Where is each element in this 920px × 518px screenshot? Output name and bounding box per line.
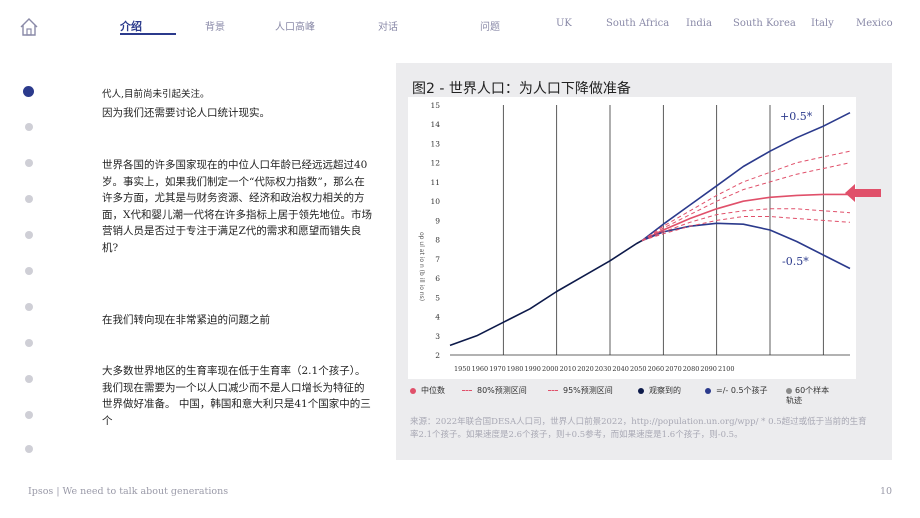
series-line [641,216,851,242]
y-tick-label: 15 [430,101,440,110]
legend-label: 60个样本轨迹 [786,386,830,405]
legend-circle-icon [410,387,416,394]
y-tick-label: 4 [435,313,440,322]
x-tick-label: 2040 [612,365,629,373]
series-line [641,222,851,270]
nav-tab-dialogue[interactable]: 对话 [378,22,398,33]
timeline-dot-active[interactable] [23,86,34,97]
timeline-dot[interactable] [25,445,33,453]
population-chart: 2 3 4 5 6 7 8 9 10 11 12 13 14 15 1950 1960 1970 1980 1990… [418,101,851,373]
annotation-minus: -0.5* [782,255,809,268]
nav-tab-background[interactable]: 背景 [205,22,225,33]
scroll-timeline [23,86,34,453]
nav-tab-india[interactable]: India [686,18,712,29]
y-tick-label: 7 [435,255,440,264]
x-tick-label: 1970 [489,365,506,373]
legend-circle-icon [705,387,711,394]
nav-tab-uk[interactable]: UK [556,18,572,29]
chart-area: 2 3 4 5 6 7 8 9 10 11 12 13 14 15 1950 1960 1970 1980 1990… [408,97,856,379]
y-tick-label: 14 [430,120,440,129]
timeline-dot[interactable] [25,375,33,383]
legend-median: 中位数 [410,385,445,396]
arrow-left-icon [845,184,881,202]
y-tick-label: 6 [435,274,440,283]
y-tick-label: 3 [435,332,440,341]
home-icon[interactable] [18,16,40,38]
legend-circle-icon [786,387,792,394]
x-tick-label: 2100 [718,365,735,373]
y-axis-label: op ul at io n (b ill io ns) [418,232,425,301]
timeline-dot[interactable] [25,267,33,275]
legend-plus-minus: =/- 0.5个孩子 [705,385,768,396]
legend-95-interval: 95%预测区间 [548,385,613,396]
timeline-dot[interactable] [25,339,33,347]
x-tick-label: 2000 [542,365,559,373]
x-tick-label: 2090 [700,365,717,373]
x-tick-label: 1980 [507,365,524,373]
nav-tab-questions[interactable]: 问题 [480,22,500,33]
y-tick-label: 9 [435,216,440,225]
footer-text: Ipsos | We need to talk about generation… [28,486,229,497]
x-tick-label: 2080 [683,365,700,373]
text-paragraph-1a: 代人,目前尚未引起关注。 [102,89,210,100]
timeline-dot[interactable] [25,231,33,239]
legend-label: 80%预测区间 [477,386,527,395]
nav-tab-population-peak[interactable]: 人口高峰 [275,22,315,33]
legend-label: 观察到的 [649,386,681,395]
text-paragraph-4: 大多数世界地区的生育率现在低于生育率（2.1个孩子）。我们现在需要为一个以人口减… [102,365,371,427]
legend-label: =/- 0.5个孩子 [716,386,768,395]
active-tab-indicator [120,33,176,35]
chart-title: 图2 - 世界人口：为人口下降做准备 [412,81,631,97]
x-tick-label: 1960 [472,365,489,373]
chart-source-note: 来源：2022年联合国DESA人口司，世界人口前景2022，http://pop… [410,417,867,440]
nav-tab-mexico[interactable]: Mexico [856,18,893,29]
timeline-dot[interactable] [25,303,33,311]
nav-tab-south-korea[interactable]: South Korea [733,18,796,29]
timeline-dot[interactable] [25,159,33,167]
page-number: 10 [880,486,893,497]
nav-tab-south-africa[interactable]: South Africa [606,18,670,29]
legend-circle-icon [638,387,644,394]
series-line [449,239,643,347]
series-line [641,208,851,242]
top-navigation: 介绍 背景 人口高峰 对话 问题 UK South Africa India S… [0,0,920,48]
text-paragraph-2: 世界各国的许多国家现在的中位人口年龄已经远远超过40岁。事实上，如果我们制定一个… [102,159,372,254]
x-tick-label: 2020 [577,365,594,373]
series-line [641,150,851,242]
x-tick-label: 2030 [595,365,612,373]
y-tick-label: 13 [430,139,440,148]
y-tick-label: 8 [435,236,440,245]
timeline-dot[interactable] [25,195,33,203]
x-tick-label: 2050 [630,365,647,373]
legend-sample-trajectories: 60个样本轨迹 [786,386,836,406]
x-tick-label: 2060 [648,365,665,373]
x-tick-label: 1990 [524,365,541,373]
x-tick-label: 2070 [665,365,682,373]
legend-dash-icon [462,390,472,391]
text-paragraph-3: 在我们转向现在非常紧迫的问题之前 [102,314,270,326]
y-tick-label: 2 [435,351,440,360]
legend-dash-icon [548,390,558,391]
series-line [641,162,851,242]
nav-tab-intro[interactable]: 介绍 [120,20,142,33]
series-line [641,111,851,242]
timeline-dot[interactable] [25,123,33,131]
legend-label: 95%预测区间 [563,386,613,395]
y-tick-label: 10 [430,197,440,206]
y-tick-label: 11 [430,178,440,187]
x-tick-label: 2010 [560,365,577,373]
text-paragraph-1b: 因为我们还需要讨论人口统计现实。 [102,107,270,119]
legend-label: 中位数 [421,386,445,395]
y-tick-label: 5 [435,293,440,302]
y-tick-label: 12 [430,159,440,168]
nav-tab-italy[interactable]: Italy [811,18,834,29]
series-line [641,193,850,242]
legend-observed: 观察到的 [638,385,681,396]
x-tick-label: 1950 [454,365,471,373]
annotation-plus: +0.5* [780,110,813,123]
timeline-dot[interactable] [25,411,33,419]
legend-80-interval: 80%预测区间 [462,385,527,396]
